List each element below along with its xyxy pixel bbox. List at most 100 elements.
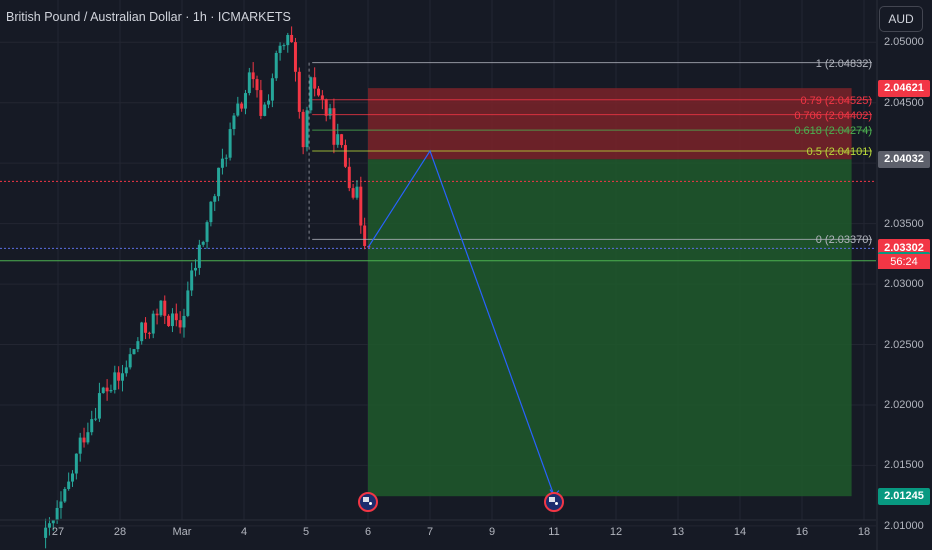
- candle-body-57: [263, 104, 267, 116]
- candle-body-67: [301, 111, 305, 148]
- time-tick: 7: [426, 526, 434, 538]
- candle-body-81: [355, 186, 359, 198]
- time-tick: 6: [364, 526, 372, 538]
- candle-body-22: [128, 354, 132, 368]
- candle-body-62: [282, 45, 286, 47]
- candle-body-4: [59, 501, 63, 508]
- stop-loss-zone: [368, 88, 852, 160]
- price-tick: 2.01000: [884, 519, 924, 532]
- candle-body-75: [332, 108, 336, 145]
- candle-body-47: [224, 157, 228, 159]
- candle-body-45: [217, 167, 221, 197]
- price-tick: 2.04500: [884, 96, 924, 109]
- time-tick: 16: [795, 526, 809, 538]
- time-tick: 14: [733, 526, 747, 538]
- price-tick: 2.02000: [884, 398, 924, 411]
- currency-button[interactable]: AUD: [879, 6, 923, 32]
- candle-body-74: [328, 108, 332, 116]
- time-tick: 9: [488, 526, 496, 538]
- candle-body-26: [144, 322, 148, 333]
- candle-body-73: [324, 99, 328, 116]
- candle-body-18: [113, 372, 117, 390]
- candle-body-2: [51, 520, 55, 524]
- fib-level-label: 0.706 (2.04402): [794, 109, 872, 122]
- candle-body-1: [47, 523, 51, 528]
- candle-body-46: [220, 158, 224, 168]
- candle-body-19: [117, 372, 121, 381]
- candle-body-79: [347, 166, 351, 189]
- candle-body-82: [359, 186, 363, 226]
- time-tick: 18: [857, 526, 871, 538]
- candle-body-64: [290, 34, 294, 43]
- fib-level-label: 0 (2.03370): [815, 234, 872, 247]
- candle-body-12: [90, 419, 94, 433]
- candle-body-28: [151, 313, 155, 334]
- candle-body-37: [186, 290, 190, 316]
- price-tick: 2.03000: [884, 278, 924, 291]
- candle-body-52: [243, 93, 247, 109]
- candle-body-7: [71, 473, 75, 482]
- candle-body-14: [97, 393, 101, 419]
- fib-level-label: 0.5 (2.04101): [806, 145, 872, 158]
- time-tick: 4: [240, 526, 248, 538]
- candle-body-39: [194, 267, 198, 271]
- price-tick: 2.01500: [884, 459, 924, 472]
- price-tick: 2.05000: [884, 36, 924, 49]
- time-tick: Mar: [172, 526, 192, 538]
- candle-body-35: [178, 320, 182, 328]
- candle-body-60: [274, 52, 278, 79]
- price-tick: 2.03500: [884, 217, 924, 230]
- price-badge: 2.04032: [878, 150, 930, 168]
- candle-body-56: [259, 90, 263, 116]
- candle-body-69: [309, 77, 313, 111]
- candle-body-38: [190, 270, 194, 291]
- fib-level-label: 1 (2.04832): [815, 57, 872, 70]
- candle-body-72: [320, 95, 324, 100]
- candle-body-43: [209, 201, 213, 223]
- candle-body-29: [155, 313, 159, 316]
- candle-body-50: [236, 103, 240, 116]
- candle-body-41: [201, 241, 205, 245]
- price-badge: 2.01245: [878, 487, 930, 505]
- candle-body-53: [247, 72, 251, 94]
- candle-body-11: [86, 432, 90, 443]
- candle-body-63: [286, 34, 290, 46]
- candle-body-49: [232, 115, 236, 130]
- candle-body-31: [163, 300, 167, 316]
- candle-body-68: [305, 110, 309, 148]
- candle-body-3: [55, 507, 59, 521]
- symbol-title: British Pound / Australian Dollar · 1h ·…: [6, 10, 291, 24]
- candle-body-33: [170, 313, 174, 327]
- take-profit-zone: [368, 159, 852, 497]
- candle-body-20: [120, 373, 124, 381]
- time-tick: 12: [609, 526, 623, 538]
- countdown-badge: 56:24: [878, 254, 930, 269]
- candle-body-25: [140, 322, 144, 342]
- candle-body-30: [159, 300, 163, 316]
- au-flag-icon[interactable]: [544, 492, 564, 512]
- candle-body-0: [44, 527, 48, 538]
- au-flag-icon[interactable]: [358, 492, 378, 512]
- fib-level-label: 0.618 (2.04274): [794, 125, 872, 138]
- candle-body-34: [174, 313, 178, 321]
- candle-body-55: [255, 79, 259, 91]
- candle-body-44: [213, 196, 217, 202]
- price-badge: 2.04621: [878, 79, 930, 97]
- projection-path: [367, 149, 555, 496]
- candle-body-17: [109, 389, 113, 392]
- candle-body-61: [278, 45, 282, 53]
- candle-body-42: [205, 222, 209, 242]
- time-tick: 28: [113, 526, 127, 538]
- candle-body-77: [340, 134, 344, 146]
- candle-body-27: [147, 332, 151, 334]
- candle-body-8: [74, 453, 78, 474]
- time-tick: 11: [548, 526, 560, 538]
- candle-body-83: [363, 225, 367, 246]
- candle-body-51: [240, 103, 244, 109]
- candle-body-58: [267, 100, 271, 105]
- price-tick: 2.02500: [884, 338, 924, 351]
- candle-body-54: [251, 72, 255, 80]
- candle-body-6: [67, 481, 71, 489]
